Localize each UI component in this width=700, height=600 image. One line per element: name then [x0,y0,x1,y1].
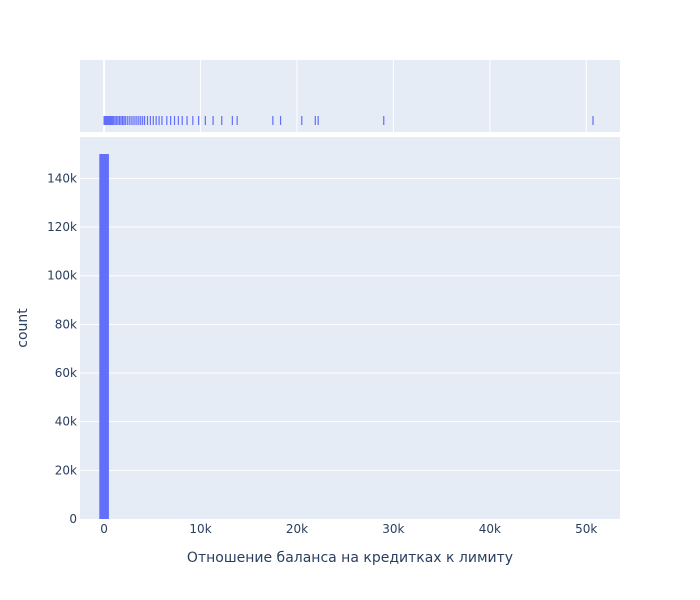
x-tick-label: 40k [479,522,501,536]
y-tick-label: 140k [47,171,77,185]
y-tick-label: 20k [55,463,77,477]
histogram-bars [99,154,109,519]
y-axis-ticks: 0 20k 40k 60k 80k 100k 120k 140k [47,171,77,526]
x-axis-title: Отношение баланса на кредитках к лимиту [187,550,513,566]
y-tick-label: 120k [47,220,77,234]
y-tick-label: 60k [55,366,77,380]
x-tick-label: 30k [382,522,404,536]
histogram-gridlines [80,177,620,471]
y-tick-label: 100k [47,269,77,283]
rug-marks [103,116,594,125]
y-tick-label: 80k [55,317,77,331]
x-axis-ticks: 0 10k 20k 30k 40k 50k [100,522,597,536]
y-tick-label: 0 [69,512,77,526]
x-tick-label: 20k [286,522,308,536]
y-tick-label: 40k [55,415,77,429]
histogram-plot-area [80,137,620,519]
rug-plot-area [80,60,620,132]
y-axis-title: count [15,308,31,348]
x-tick-label: 50k [575,522,597,536]
x-tick-label: 10k [189,522,211,536]
x-tick-label: 0 [100,522,108,536]
histogram-bar [99,154,109,519]
